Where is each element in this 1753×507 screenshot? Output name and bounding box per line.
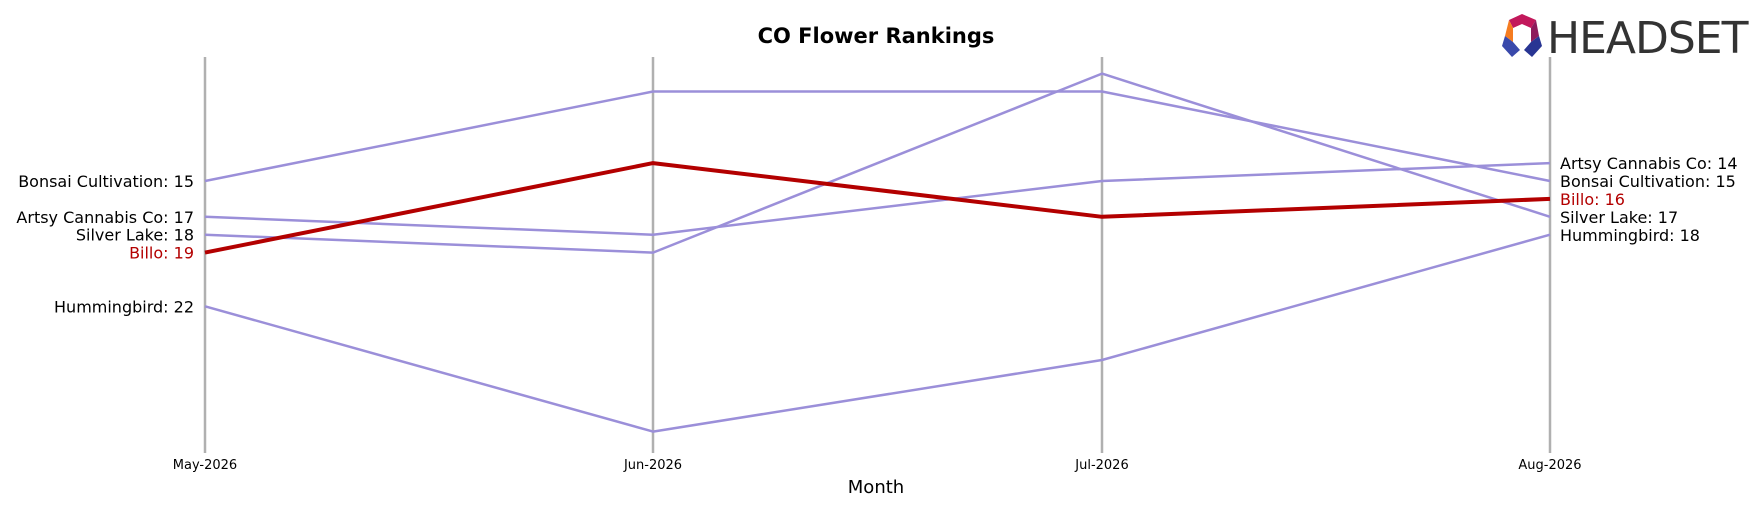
headset-logo-text: HEADSET — [1547, 13, 1749, 64]
right-end-label: Billo: 16 — [1560, 190, 1625, 209]
series-line-hummingbird — [204, 233, 1551, 433]
series-lines — [204, 72, 1551, 433]
left-end-label: Silver Lake: 18 — [76, 226, 194, 245]
month-axes — [203, 57, 1552, 453]
left-end-label: Hummingbird: 22 — [54, 297, 194, 316]
x-tick-label: Jun-2026 — [623, 458, 682, 473]
x-tick-label: Jul-2026 — [1074, 458, 1128, 473]
left-end-label: Bonsai Cultivation: 15 — [18, 172, 194, 191]
right-end-label: Hummingbird: 18 — [1560, 226, 1700, 245]
right-end-label: Bonsai Cultivation: 15 — [1560, 172, 1736, 191]
series-line-bonsai-cultivation — [204, 90, 1551, 183]
x-tick-label: Aug-2026 — [1518, 458, 1581, 473]
series-line-artsy-cannabis-co — [204, 161, 1551, 236]
series-line-silver-lake — [204, 72, 1551, 254]
x-axis-label: Month — [848, 477, 904, 498]
headset-logo: HEADSET — [1502, 13, 1750, 64]
chart-title: CO Flower Rankings — [758, 24, 995, 48]
left-end-label: Artsy Cannabis Co: 17 — [16, 208, 194, 227]
x-tick-labels: May-2026 Jun-2026 Jul-2026 Aug-2026 — [173, 458, 1582, 473]
left-end-label: Billo: 19 — [129, 244, 194, 263]
series-line-billo — [204, 161, 1551, 255]
x-tick-label: May-2026 — [173, 458, 237, 473]
headset-logo-icon — [1502, 14, 1542, 57]
right-end-label: Artsy Cannabis Co: 14 — [1560, 154, 1738, 173]
right-end-label: Silver Lake: 17 — [1560, 208, 1678, 227]
